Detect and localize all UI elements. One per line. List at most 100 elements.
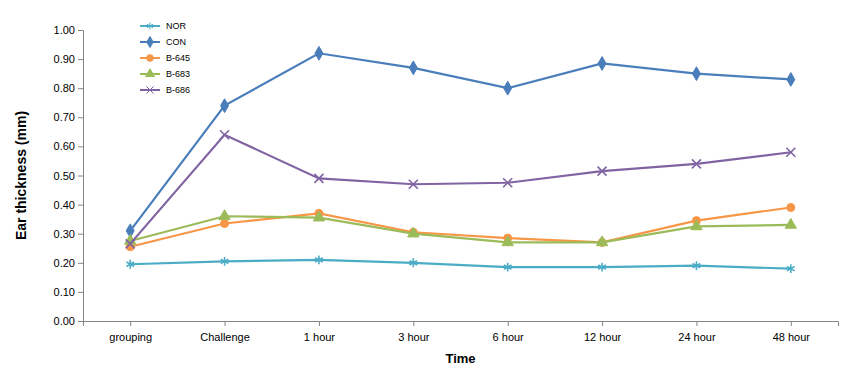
series-marker xyxy=(315,255,323,264)
legend-marker xyxy=(147,55,154,62)
series-marker xyxy=(787,264,795,273)
series-line xyxy=(130,135,791,244)
y-tick-mark xyxy=(78,30,83,31)
series-marker xyxy=(126,260,134,269)
legend-item: CON xyxy=(140,36,186,47)
series-marker xyxy=(786,148,795,157)
y-tick: 1.00 xyxy=(54,24,83,36)
y-tick: 0.00 xyxy=(54,315,83,327)
y-tick-label: 0.10 xyxy=(54,286,75,298)
y-tick: 0.20 xyxy=(54,257,83,269)
x-tick: 6 hour xyxy=(493,321,525,343)
series-marker xyxy=(408,227,419,237)
series-marker xyxy=(503,178,512,187)
x-tick-label: Challenge xyxy=(200,331,250,343)
x-tick: 1 hour xyxy=(304,321,336,343)
series-marker xyxy=(598,57,606,71)
y-tick-label: 0.40 xyxy=(54,199,75,211)
x-tick-label: 6 hour xyxy=(493,331,525,343)
x-tick-label: 1 hour xyxy=(304,331,336,343)
y-tick-mark xyxy=(78,88,83,89)
series-line xyxy=(130,216,791,242)
y-tick-label: 0.50 xyxy=(54,170,75,182)
y-axis-line xyxy=(78,31,84,322)
series-marker xyxy=(219,210,230,220)
x-tick-label: 24 hour xyxy=(678,331,716,343)
series-marker xyxy=(787,204,795,212)
series-marker xyxy=(220,130,229,139)
series-marker xyxy=(693,261,701,270)
y-tick-mark xyxy=(78,176,83,177)
legend-marker xyxy=(147,36,153,47)
y-tick-label: 0.30 xyxy=(54,228,75,240)
series-line xyxy=(130,260,791,269)
legend-marker xyxy=(146,69,155,77)
y-tick-mark xyxy=(78,205,83,206)
y-tick-label: 0.80 xyxy=(54,82,75,94)
x-tick: 3 hour xyxy=(398,321,430,343)
y-tick-label: 1.00 xyxy=(54,24,75,36)
series-marker xyxy=(409,180,418,189)
x-tick-label: 3 hour xyxy=(398,331,430,343)
legend-label: B-686 xyxy=(166,85,190,95)
series-group xyxy=(125,46,797,273)
series-marker xyxy=(502,236,513,246)
y-tick: 0.90 xyxy=(54,53,83,65)
series-marker xyxy=(221,99,229,113)
x-axis: groupingChallenge1 hour3 hour6 hour12 ho… xyxy=(84,321,839,343)
y-tick-mark xyxy=(78,59,83,60)
series-marker xyxy=(504,81,512,95)
series-marker xyxy=(598,263,606,272)
y-tick: 0.70 xyxy=(54,111,83,123)
x-axis-line xyxy=(84,322,839,327)
y-axis-title: Ear thickness (mm) xyxy=(13,111,29,240)
series-line xyxy=(130,208,791,247)
x-tick-mark xyxy=(130,321,131,326)
series-marker xyxy=(314,174,323,183)
series-marker xyxy=(126,239,135,248)
y-tick-label: 0.20 xyxy=(54,257,75,269)
y-tick: 0.10 xyxy=(54,286,83,298)
y-tick-mark xyxy=(78,146,83,147)
y-tick: 0.30 xyxy=(54,228,83,240)
chart: 0.000.100.200.300.400.500.600.700.800.90… xyxy=(0,0,868,388)
plot: 0.000.100.200.300.400.500.600.700.800.90… xyxy=(54,24,839,343)
y-tick: 0.40 xyxy=(54,199,83,211)
y-tick-mark xyxy=(78,234,83,235)
x-tick-mark xyxy=(602,321,603,326)
series-marker xyxy=(691,220,702,230)
series-marker xyxy=(315,46,323,60)
x-tick-mark xyxy=(413,321,414,326)
x-tick: 48 hour xyxy=(773,321,811,343)
series-marker xyxy=(409,258,417,267)
y-tick-mark xyxy=(78,292,83,293)
legend-label: B-683 xyxy=(166,69,190,79)
x-tick-label: 12 hour xyxy=(584,331,622,343)
x-tick: 24 hour xyxy=(678,321,716,343)
legend-label: B-645 xyxy=(166,53,190,63)
series-marker xyxy=(692,159,701,168)
y-axis: 0.000.100.200.300.400.500.600.700.800.90… xyxy=(54,24,84,327)
legend-marker xyxy=(147,22,153,29)
y-tick: 0.80 xyxy=(54,82,83,94)
legend-item: B-686 xyxy=(140,85,190,95)
series-marker xyxy=(692,67,700,81)
series-marker xyxy=(596,236,607,246)
y-tick-label: 0.70 xyxy=(54,111,75,123)
series-marker xyxy=(598,167,607,176)
series-marker xyxy=(221,220,229,228)
legend-item: B-683 xyxy=(140,69,190,79)
series-line xyxy=(130,53,791,231)
x-tick-mark xyxy=(696,321,697,326)
x-axis-title: Time xyxy=(445,351,475,366)
y-tick-mark xyxy=(78,117,83,118)
x-tick-mark xyxy=(225,321,226,326)
y-tick-label: 0.90 xyxy=(54,53,75,65)
series-marker xyxy=(785,218,796,228)
legend-marker xyxy=(146,86,153,93)
y-tick-mark xyxy=(78,263,83,264)
legend: NORCONB-645B-683B-686 xyxy=(140,21,190,95)
legend-label: CON xyxy=(166,37,186,47)
y-tick: 0.50 xyxy=(54,170,83,182)
x-tick-label: 48 hour xyxy=(773,331,811,343)
